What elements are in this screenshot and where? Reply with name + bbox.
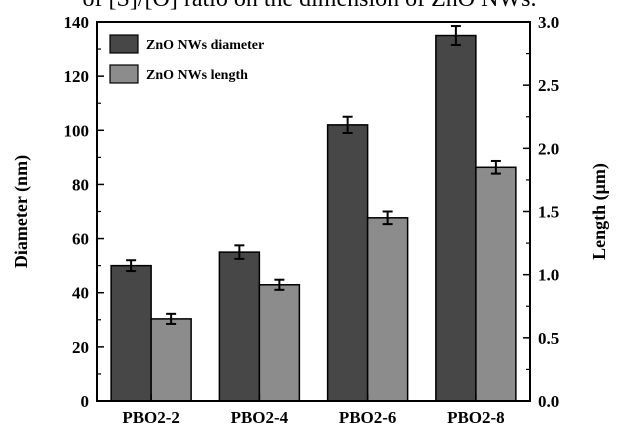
y2-axis-title: Length (μm) — [589, 163, 610, 260]
bar — [218, 251, 261, 402]
y-axis-title: Diameter (nm) — [11, 155, 32, 268]
y2-tick-label: 0.0 — [538, 392, 559, 411]
y2-tick-label: 1.0 — [538, 266, 559, 285]
y-tick-label: 60 — [72, 230, 89, 249]
y2-tick-label: 2.5 — [538, 76, 559, 95]
y2-tick-label: 1.5 — [538, 203, 559, 222]
bar — [475, 166, 517, 402]
x-tick-label: PBO2-6 — [339, 408, 397, 427]
y-tick-label: 80 — [72, 175, 89, 194]
y2-tick-label: 2.0 — [538, 139, 559, 158]
legend-label: ZnO NWs length — [146, 68, 248, 83]
bar — [435, 34, 477, 402]
y-tick-label: 100 — [64, 121, 90, 140]
y-tick-label: 20 — [72, 338, 89, 357]
legend-swatch — [109, 64, 139, 84]
legend-label: ZnO NWs diameter — [146, 38, 264, 53]
bar — [366, 217, 409, 402]
bar — [110, 264, 152, 402]
y2-tick-label: 3.0 — [538, 13, 559, 32]
legend-swatch — [109, 34, 139, 54]
figure-caption-fragment: of [S]/[O] ratio on the dimension of ZnO… — [0, 0, 619, 13]
bar — [150, 318, 192, 402]
bar — [258, 284, 301, 402]
x-tick-label: PBO2-4 — [231, 408, 289, 427]
x-tick-label: PBO2-8 — [447, 408, 505, 427]
y-tick-label: 0 — [81, 392, 90, 411]
y-tick-label: 120 — [64, 67, 90, 86]
y2-tick-label: 0.5 — [538, 329, 559, 348]
x-tick-label: PBO2-2 — [122, 408, 180, 427]
y-tick-label: 140 — [64, 13, 90, 32]
bar — [326, 124, 369, 402]
y-tick-label: 40 — [72, 284, 89, 303]
